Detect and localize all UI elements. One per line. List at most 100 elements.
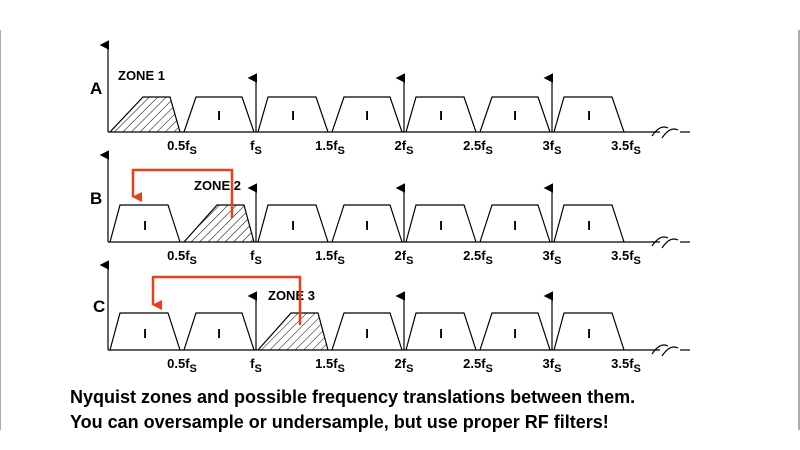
image-label: I [439,108,443,123]
translation-arrow [131,168,234,218]
tick-sub: S [486,255,493,267]
tick-sub: S [554,255,561,267]
image-band [405,204,477,243]
image-label: I [587,218,591,233]
image-band [331,312,403,351]
tick-label: 1.5fS [315,248,345,267]
image-label: I [587,326,591,341]
image-band [183,312,255,351]
tick-base: 3.5f [611,248,634,263]
tick-label: 3fS [543,248,562,267]
zone-label: ZONE 3 [268,288,315,303]
tick-base: f [250,138,255,153]
image-label: I [587,108,591,123]
tick-sub: S [406,255,413,267]
image-band [257,96,329,133]
image-band [479,96,551,133]
image-band [553,312,625,351]
tick-label: 0.5fS [167,248,197,267]
hatched-band [183,204,255,243]
image-band [479,204,551,243]
tick-sub: S [406,145,413,157]
image-label: I [291,218,295,233]
tick-sub: S [255,363,262,375]
tick-sub: S [554,145,561,157]
image-band [257,204,329,243]
image-band [405,312,477,351]
tick-label: 2.5fS [463,356,493,375]
tick-label: 2fS [395,356,414,375]
tick-base: 3f [543,248,555,263]
zone-label: ZONE 2 [194,178,241,193]
tick-label: fS [250,356,262,375]
tick-base: 3.5f [611,138,634,153]
hatched-band [257,312,329,351]
zone-label: ZONE 1 [118,68,165,83]
tick-label: fS [250,248,262,267]
tick-base: 2f [395,138,407,153]
image-label: I [365,108,369,123]
tick-sub: S [190,255,197,267]
tick-sub: S [406,363,413,375]
tick-label: 0.5fS [167,356,197,375]
image-band [183,96,255,133]
tick-base: 1.5f [315,248,338,263]
tick-base: 2f [395,356,407,371]
image-band [331,204,403,243]
caption-line: You can oversample or undersample, but u… [70,412,609,432]
tick-sub: S [554,363,561,375]
tick-sub: S [338,363,345,375]
tick-label: 2.5fS [463,248,493,267]
caption-line: Nyquist zones and possible frequency tra… [70,387,635,407]
tick-sub: S [634,255,641,267]
tick-sub: S [255,145,262,157]
tick-sub: S [634,363,641,375]
image-label: I [143,218,147,233]
tick-sub: S [338,145,345,157]
tick-sub: S [338,255,345,267]
image-band [109,204,181,243]
tick-sub: S [634,145,641,157]
tick-label: 1.5fS [315,356,345,375]
tick-label: 2.5fS [463,138,493,157]
image-label: I [513,108,517,123]
axis-break [651,126,679,139]
image-label: I [143,326,147,341]
tick-base: 3.5f [611,356,634,371]
tick-base: 0.5f [167,248,190,263]
image-label: I [439,218,443,233]
image-band [405,96,477,133]
tick-base: f [250,356,255,371]
image-label: I [217,108,221,123]
tick-base: 2f [395,248,407,263]
tick-base: 3f [543,138,555,153]
panel-label: B [90,189,102,208]
tick-label: 1.5fS [315,138,345,157]
panel-label: A [90,79,102,98]
image-label: I [365,218,369,233]
tick-base: 2.5f [463,356,486,371]
axis-break [651,236,679,249]
image-band [553,204,625,243]
tick-label: 3.5fS [611,248,641,267]
panel-label: C [93,297,105,316]
axis-break [651,344,679,357]
image-band [553,96,625,133]
image-label: I [439,326,443,341]
tick-base: 2.5f [463,248,486,263]
image-band [109,312,181,351]
image-label: I [365,326,369,341]
tick-sub: S [486,145,493,157]
tick-label: 2fS [395,138,414,157]
tick-base: f [250,248,255,263]
image-label: I [513,218,517,233]
tick-label: fS [250,138,262,157]
tick-sub: S [190,363,197,375]
tick-sub: S [486,363,493,375]
image-label: I [217,326,221,341]
tick-sub: S [190,145,197,157]
tick-base: 1.5f [315,138,338,153]
